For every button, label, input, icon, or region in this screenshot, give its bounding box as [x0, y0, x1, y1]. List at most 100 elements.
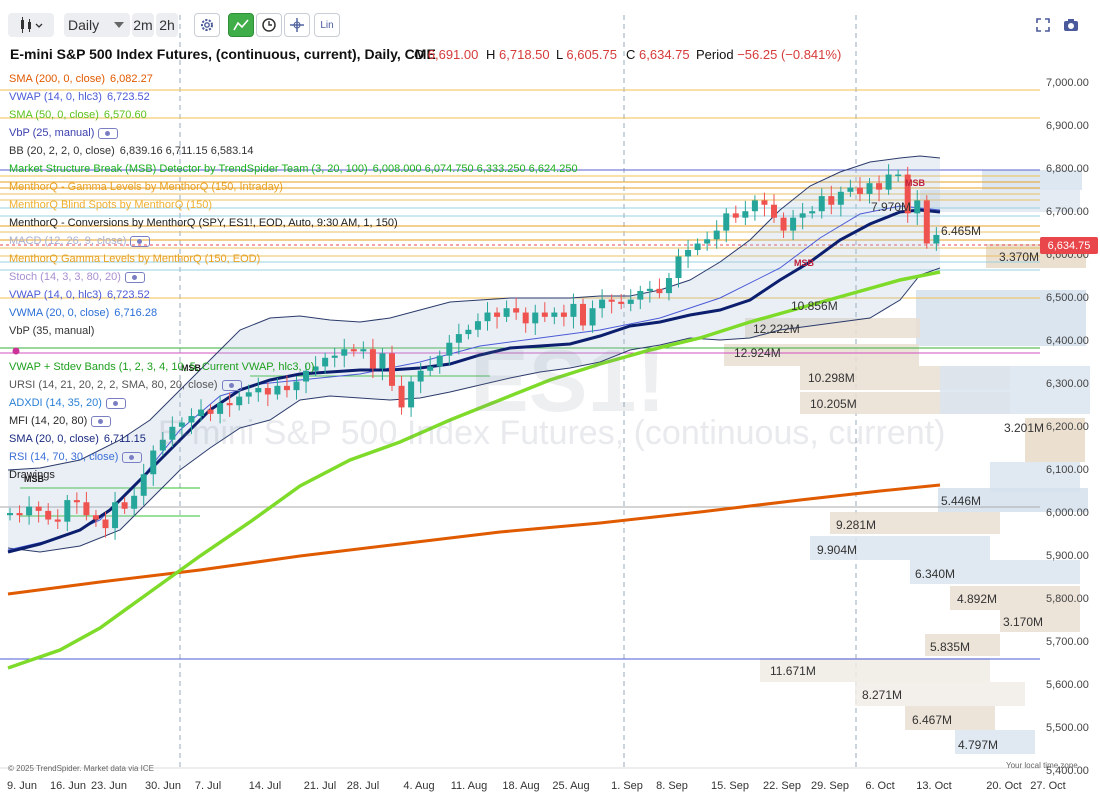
volume-label: 9.904M: [817, 543, 858, 557]
interval-label: Daily: [68, 17, 100, 33]
visibility-eye-icon[interactable]: [122, 451, 143, 463]
volume-label: 4.892M: [957, 592, 998, 606]
crosshair-button[interactable]: [284, 13, 310, 37]
legend-item-name: BB (20, 2, 2, 0, close): [9, 145, 115, 157]
volume-profile-bar: [760, 658, 990, 682]
x-tick-label: 18. Aug: [502, 780, 540, 792]
candle-body: [350, 349, 357, 352]
legend-item-3[interactable]: VbP (25, manual): [9, 126, 119, 140]
settings-button[interactable]: [194, 13, 220, 37]
fullscreen-button[interactable]: [1032, 13, 1054, 37]
legend-item-name: VWAP + Stdev Bands (1, 2, 3, 4, 10, 5, C…: [9, 361, 315, 373]
visibility-eye-icon[interactable]: [221, 379, 242, 391]
visibility-eye-icon[interactable]: [105, 397, 126, 409]
expand-icon: [1036, 18, 1050, 32]
candle-body: [828, 196, 835, 205]
candle-body: [856, 187, 863, 194]
visibility-eye-icon[interactable]: [130, 235, 151, 247]
candle-body: [83, 502, 90, 516]
sma50-line: [7, 270, 941, 670]
legend-item-value: 6,711.15: [103, 433, 146, 445]
candle-body: [188, 416, 195, 423]
candle-body: [465, 329, 472, 335]
legend-item-1[interactable]: VWAP (14, 0, hlc3) 6,723.52: [9, 90, 150, 104]
interval-select[interactable]: Daily: [64, 13, 130, 37]
x-tick-label: 16. Jun: [49, 780, 87, 792]
legend-item-6[interactable]: MenthorQ - Gamma Levels by MenthorQ (150…: [9, 180, 283, 194]
candle-body: [73, 500, 80, 503]
candle-body: [742, 211, 749, 218]
legend-item-21[interactable]: RSI (14, 70, 30, close): [9, 450, 143, 464]
candle-body: [484, 312, 491, 322]
visibility-eye-icon[interactable]: [91, 415, 112, 427]
candle-body: [274, 385, 281, 395]
interval-2h-button[interactable]: 2h: [156, 13, 178, 37]
visibility-eye-icon[interactable]: [124, 271, 145, 283]
high-label: H: [486, 47, 496, 62]
legend-item-14[interactable]: VbP (35, manual): [9, 324, 94, 338]
candle-body: [723, 213, 730, 231]
candle-body: [360, 349, 367, 352]
legend-item-19[interactable]: MFI (14, 20, 80): [9, 414, 112, 428]
candle-body: [532, 312, 539, 324]
legend-item-7[interactable]: MenthorQ Blind Spots by MenthorQ (150): [9, 198, 212, 212]
candle-body: [608, 299, 615, 302]
candle-body: [64, 500, 71, 522]
candle-body: [780, 217, 787, 231]
sma20-line: [7, 208, 941, 554]
legend-item-9[interactable]: MACD (12, 26, 9, close): [9, 234, 151, 248]
candle-body: [694, 243, 701, 251]
volume-profile-bar: [855, 682, 1025, 706]
volume-profile-bar: [724, 344, 919, 366]
legend-item-16[interactable]: VWAP + Stdev Bands (1, 2, 3, 4, 10, 5, C…: [9, 360, 314, 374]
volume-label: 8.271M: [862, 688, 903, 702]
candle-body: [150, 450, 157, 475]
volume-label: 9.281M: [836, 518, 877, 532]
candle-body: [818, 196, 825, 212]
legend-item-12[interactable]: VWAP (14, 0, hlc3) 6,723.52: [9, 288, 150, 302]
period-value: −56.25 (−0.841%): [737, 47, 842, 62]
legend-item-0[interactable]: SMA (200, 0, close) 6,082.27: [9, 72, 153, 86]
scale-lin-label: Lin: [320, 19, 334, 31]
candle-body: [245, 392, 252, 397]
candle-body: [312, 366, 319, 371]
scale-lin-button[interactable]: Lin: [314, 13, 340, 37]
candle-body: [809, 211, 816, 214]
legend-item-5[interactable]: Market Structure Break (MSB) Detector by…: [9, 162, 578, 176]
legend-item-22[interactable]: Drawings: [9, 468, 55, 482]
legend-item-11[interactable]: Stoch (14, 3, 3, 80, 20): [9, 270, 145, 284]
legend-item-17[interactable]: URSI (14, 21, 20, 2, 2, SMA, 80, 20, clo…: [9, 378, 242, 392]
legend-item-8[interactable]: MenthorQ - Conversions by MenthorQ (SPY,…: [9, 216, 398, 230]
open-label: O: [414, 47, 425, 62]
x-tick-label: 6. Oct: [865, 780, 895, 792]
high-value: 6,718.50: [499, 47, 550, 62]
legend-item-value: 6,082.27: [110, 73, 153, 85]
legend-item-13[interactable]: VWMA (20, 0, close) 6,716.28: [9, 306, 157, 320]
visibility-eye-icon[interactable]: [98, 127, 119, 139]
candle-body: [876, 183, 883, 190]
auto-trendlines-button[interactable]: [228, 13, 254, 37]
candle-body: [914, 200, 921, 214]
interval-2h-label: 2h: [159, 17, 175, 33]
low-label: L: [556, 47, 563, 62]
time-button[interactable]: [256, 13, 282, 37]
screenshot-button[interactable]: [1060, 13, 1082, 37]
legend-item-2[interactable]: SMA (50, 0, close) 6,570.60: [9, 108, 147, 122]
interval-2m-button[interactable]: 2m: [132, 13, 154, 37]
legend-item-4[interactable]: BB (20, 2, 2, 0, close) 6,839.16 6,711.15…: [9, 144, 254, 158]
candle-body: [580, 303, 586, 326]
timezone-label: Your local time zone: [1006, 761, 1078, 770]
legend-item-18[interactable]: ADXDI (14, 35, 20): [9, 396, 126, 410]
candle-body: [207, 409, 214, 414]
msb-marker: MSB: [905, 178, 926, 188]
candle-body: [427, 366, 434, 371]
legend-item-value: 6,716.28: [114, 307, 158, 319]
chart-type-button[interactable]: [8, 13, 54, 37]
candle-body: [178, 422, 185, 427]
candle-body: [866, 183, 873, 194]
legend-item-10[interactable]: MenthorQ Gamma Levels by MenthorQ (150, …: [9, 252, 260, 266]
y-tick-label: 7,000.00: [1046, 77, 1089, 89]
volume-profile-bar: [1000, 610, 1080, 632]
legend-item-20[interactable]: SMA (20, 0, close) 6,711.15: [9, 432, 146, 446]
